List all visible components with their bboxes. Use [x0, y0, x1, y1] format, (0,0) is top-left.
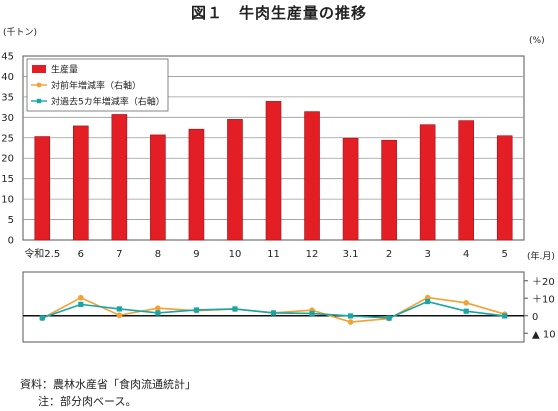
x-tick-label: 8	[155, 249, 161, 260]
x-tick-label: 5	[502, 249, 508, 260]
legend-marker	[36, 82, 42, 88]
point-2-5	[502, 313, 508, 319]
x-tick-label: 4	[463, 249, 469, 260]
point-2-令和2.5	[39, 315, 45, 321]
point-2-6	[78, 301, 84, 307]
left-axis-unit: (千トン)	[3, 27, 37, 38]
point-2-3.1	[347, 313, 354, 319]
source-note: 資料：農林水産省「食肉流通統計」	[20, 378, 196, 391]
x-tick-label: 12	[306, 249, 319, 260]
bar-7	[111, 114, 128, 241]
bar-6	[73, 125, 89, 241]
right-tick-label: ＋10	[532, 294, 555, 305]
point-2-12	[309, 310, 315, 317]
point-2-9	[193, 307, 200, 313]
y-tick-label: 35	[1, 92, 14, 103]
legend-label: 生産量	[51, 64, 78, 76]
x-tick-label: 令和2.5	[24, 247, 60, 260]
plot-frame-lower	[22, 271, 525, 343]
point-2-4	[463, 308, 469, 314]
x-axis-unit: (年.月)	[527, 250, 555, 262]
bar-5	[496, 135, 513, 241]
bar-10	[227, 119, 243, 241]
point-1-4	[463, 300, 469, 306]
y-tick-label: 15	[1, 174, 14, 185]
point-1-8	[155, 305, 161, 312]
point-2-11	[270, 310, 277, 316]
x-tick-label: 3	[424, 249, 430, 260]
point-2-3	[425, 298, 431, 305]
right-axis-unit: (%)	[529, 36, 545, 46]
bar-2	[381, 139, 397, 241]
legend-label: 対前年増減率（右軸）	[51, 80, 141, 92]
footnote: 注：部分肉ベース。	[38, 395, 137, 408]
point-2-2	[386, 315, 392, 321]
y-tick-label: 25	[1, 133, 14, 144]
bar-12	[304, 111, 320, 241]
y-tick-label: 0	[8, 236, 14, 247]
point-2-10	[232, 306, 238, 312]
y-tick-label: 30	[1, 113, 14, 124]
y-tick-label: 40	[1, 72, 14, 83]
right-tick-label: 0	[532, 312, 538, 323]
bar-9	[188, 128, 205, 241]
x-tick-label: 6	[78, 249, 84, 260]
bar-4	[458, 120, 474, 241]
y-tick-label: 20	[1, 154, 14, 165]
x-tick-label: 3.1	[343, 249, 359, 260]
point-1-6	[78, 294, 84, 301]
y-tick-label: 5	[8, 215, 14, 226]
point-2-8	[155, 310, 161, 316]
bar-11	[265, 101, 282, 241]
point-1-7	[116, 312, 123, 319]
legend-label: 対過去5カ年増減率（右軸）	[51, 96, 165, 108]
x-tick-label: 10	[229, 249, 242, 260]
x-tick-label: 2	[386, 249, 392, 260]
legend-box	[26, 58, 169, 112]
legend-marker	[36, 98, 42, 104]
x-tick-label: 11	[267, 249, 280, 260]
right-tick-label: ＋20	[532, 277, 555, 288]
bar-3.1	[342, 137, 359, 241]
bar-令和2.5	[34, 136, 51, 241]
point-1-3.1	[347, 319, 354, 325]
point-2-7	[116, 306, 122, 312]
x-tick-label: 9	[193, 249, 199, 260]
right-tick-label: ▲ 10	[532, 329, 556, 340]
x-tick-label: 7	[116, 249, 122, 260]
series-line-1	[41, 296, 505, 323]
chart-title: 図１ 牛肉生産量の推移	[190, 4, 367, 22]
bar-8	[150, 134, 166, 241]
legend-swatch-bar	[32, 65, 46, 73]
point-1-3	[424, 294, 431, 301]
y-tick-label: 45	[1, 52, 14, 63]
y-tick-label: 10	[1, 195, 14, 206]
bar-3	[419, 124, 436, 241]
